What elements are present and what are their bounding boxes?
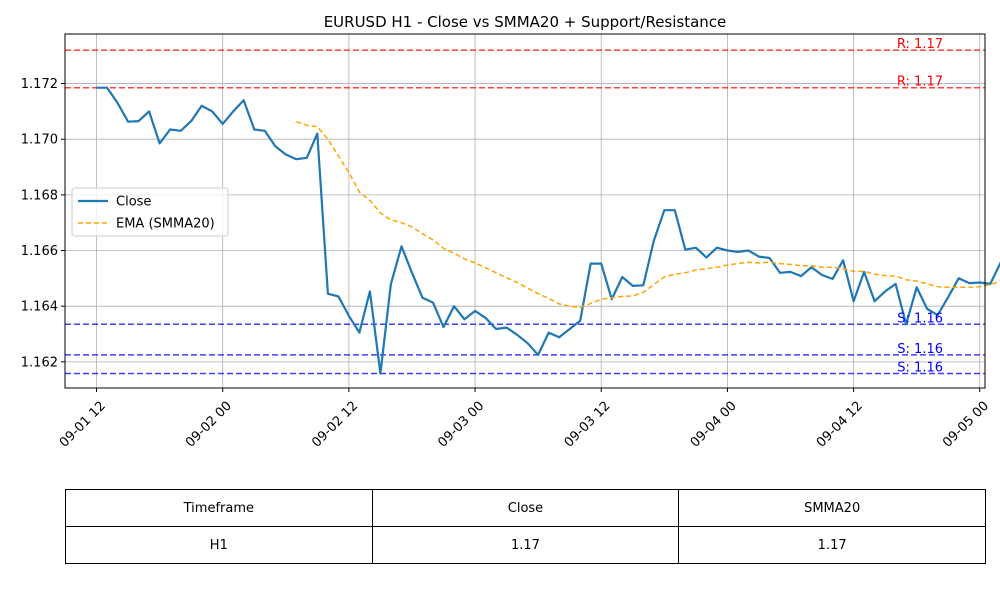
x-tick-label: 09-03 00: [435, 399, 487, 451]
close-price-line: [96, 86, 1000, 375]
support-label: S: 1.16: [897, 342, 943, 357]
table-header-cell: SMMA20: [678, 489, 986, 527]
table-cell: 1.17: [678, 526, 986, 564]
support-label: S: 1.16: [897, 311, 943, 326]
resistance-label: R: 1.17: [897, 75, 943, 90]
x-tick-label: 09-04 12: [814, 399, 866, 451]
x-tick-label: 09-01 12: [57, 399, 109, 451]
chart: EURUSD H1 - Close vs SMMA20 + Support/Re…: [21, 13, 1000, 451]
legend-box: [71, 187, 229, 237]
y-tick-label: 1.164: [21, 300, 58, 315]
grid: [65, 34, 985, 388]
level-labels: R: 1.17 R: 1.17 S: 1.16 S: 1.16 S: 1.16: [897, 37, 943, 375]
x-tick-label: 09-02 00: [183, 399, 235, 451]
support-label: S: 1.16: [897, 361, 943, 376]
x-tick-label: 09-03 12: [562, 399, 614, 451]
legend-close-label: Close: [116, 195, 151, 210]
x-tick-label: 09-02 12: [309, 399, 361, 451]
table-header-cell: Timeframe: [65, 489, 373, 527]
table-cell: 1.17: [371, 526, 680, 564]
x-tick-label: 09-04 00: [688, 399, 740, 451]
plot-area-frame: [64, 33, 986, 389]
legend: Close EMA (SMMA20): [71, 187, 229, 237]
summary-table: Timeframe Close SMMA20 H1 1.17 1.17: [65, 489, 986, 564]
table-header-cell: Close: [371, 489, 680, 527]
smma20-line: [296, 120, 1000, 309]
legend-ema-label: EMA (SMMA20): [116, 217, 215, 232]
chart-title: EURUSD H1 - Close vs SMMA20 + Support/Re…: [324, 13, 727, 31]
summary-table-wrap: Timeframe Close SMMA20 H1 1.17 1.17: [65, 489, 986, 564]
y-tick-label: 1.172: [21, 77, 58, 92]
table-cell: H1: [65, 526, 373, 564]
table-header-row: Timeframe Close SMMA20: [65, 489, 986, 527]
series: [96, 86, 1000, 375]
y-tick-label: 1.162: [21, 355, 58, 370]
y-tick-label: 1.168: [21, 188, 58, 203]
support-resistance-levels: [65, 49, 985, 375]
resistance-label: R: 1.17: [897, 37, 943, 52]
x-tick-label: 09-05 00: [940, 399, 992, 451]
y-tick-label: 1.170: [21, 133, 58, 148]
table-row: H1 1.17 1.17: [65, 526, 986, 564]
y-tick-label: 1.166: [21, 244, 58, 259]
